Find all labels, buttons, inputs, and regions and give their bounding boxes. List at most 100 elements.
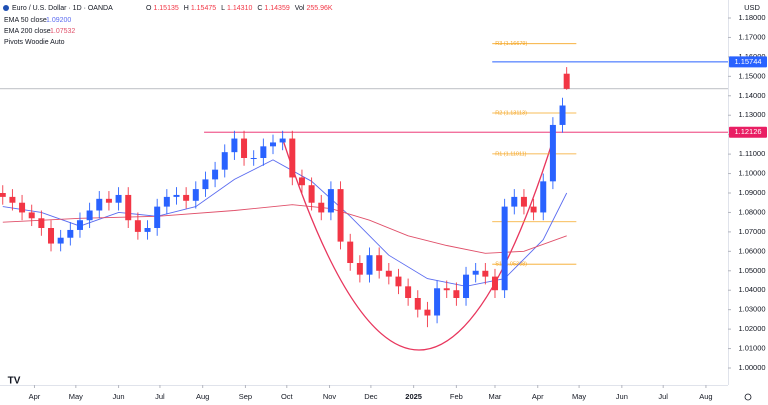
x-tick-label: Jun — [616, 392, 628, 401]
candle-body — [414, 298, 421, 310]
ema50-value: 1.09200 — [46, 17, 71, 24]
pivot-label: R2 (1.13113) — [495, 110, 527, 116]
candle-body — [356, 263, 363, 275]
pivot-label: R3 (1.16679) — [495, 41, 527, 47]
price-tag-label: 1.15744 — [734, 57, 761, 66]
candle-body — [144, 228, 151, 232]
candle-body — [424, 309, 431, 316]
pivot-label: S1 (1.05338) — [495, 262, 527, 268]
candle-body — [192, 189, 199, 201]
candle-body — [279, 138, 286, 143]
candle-body — [289, 138, 296, 178]
candle-body — [115, 194, 122, 203]
price-tag-label: 1.12126 — [734, 127, 761, 136]
candle-body — [212, 169, 219, 180]
candle-body — [308, 185, 315, 203]
y-tick-label: 1.05000 — [738, 266, 765, 275]
candle-body — [376, 255, 383, 271]
flag-icon — [3, 5, 9, 11]
x-tick-label: May — [572, 392, 586, 401]
candle-body — [434, 288, 441, 316]
candle-body — [38, 218, 45, 228]
candle-body — [472, 270, 479, 275]
y-tick-label: 1.03000 — [738, 305, 765, 314]
x-tick-label: Sep — [239, 392, 252, 401]
candle-body — [241, 138, 248, 158]
ema200-label: EMA 200 close — [4, 28, 51, 35]
candle-body — [67, 229, 74, 238]
candle-body — [520, 196, 527, 207]
candle-body — [298, 177, 305, 186]
candle-body — [0, 193, 6, 197]
ohlc-key: L — [221, 5, 225, 12]
y-tick-label: 1.00000 — [738, 363, 765, 372]
x-tick-label: Mar — [489, 392, 502, 401]
candle-body — [347, 241, 354, 263]
candle-body — [19, 202, 26, 213]
y-tick-label: 1.07000 — [738, 227, 765, 236]
candle-body — [231, 138, 238, 153]
pivots-label: Pivots Woodie Auto — [4, 39, 65, 46]
y-tick-label: 1.13000 — [738, 110, 765, 119]
currency: USD — [744, 3, 760, 12]
pivot-label: R1 (1.11011) — [495, 151, 526, 157]
ohlc-value: 1.14359 — [264, 5, 289, 12]
candle-body — [337, 189, 344, 242]
y-tick-label: 1.14000 — [738, 91, 765, 100]
candle-body — [154, 206, 161, 228]
x-tick-label: Feb — [450, 392, 463, 401]
ohlc-value: 1.15475 — [191, 5, 216, 12]
y-tick-label: 1.17000 — [738, 32, 765, 41]
ohlc: O 1.15135 H 1.15475 L 1.14310 C 1.14359 Vol 255.9… — [146, 5, 333, 12]
candle-body — [453, 290, 460, 298]
ema50-label: EMA 50 close — [4, 17, 47, 24]
candle-body — [482, 270, 489, 277]
candle-body — [57, 237, 64, 244]
ohlc-key: Vol — [295, 5, 305, 12]
candle-body — [134, 220, 141, 232]
ohlc-key: O — [146, 5, 152, 12]
y-tick-label: 1.18000 — [738, 13, 765, 22]
candle-body — [183, 194, 190, 201]
y-tick-label: 1.02000 — [738, 324, 765, 333]
x-tick-label: Aug — [196, 392, 209, 401]
x-tick-label: May — [69, 392, 83, 401]
y-tick-label: 1.04000 — [738, 285, 765, 294]
price-tag — [729, 56, 767, 68]
candle-body — [125, 194, 132, 221]
candle-body — [76, 220, 83, 230]
candle-body — [366, 255, 373, 275]
candle-body — [202, 179, 209, 190]
y-tick-label: 1.11000 — [739, 149, 766, 158]
candle-body — [511, 196, 518, 207]
candle-body — [250, 158, 257, 159]
candle-body — [443, 288, 450, 291]
y-tick-label: 1.15000 — [738, 71, 765, 80]
y-tick-label: 1.08000 — [738, 207, 765, 216]
symbol: Euro / U.S. Dollar · 1D · OANDA — [12, 5, 113, 12]
cup-drawing — [282, 139, 554, 351]
candle-body — [563, 73, 570, 89]
logo[interactable]: TV — [8, 376, 21, 387]
candle-body — [221, 152, 228, 170]
legend: Euro / U.S. Dollar · 1D · OANDA O 1.15135… — [3, 5, 333, 46]
x-tick-label: Apr — [29, 392, 41, 401]
candle-body — [491, 276, 498, 291]
candle-body — [385, 270, 392, 277]
candle-body — [530, 206, 537, 213]
candle-body — [86, 210, 93, 221]
candle-body — [395, 276, 402, 287]
ema200-value: 1.07532 — [50, 28, 75, 35]
x-tick-label: Jul — [155, 392, 165, 401]
ema-line — [2, 204, 567, 254]
candle-body — [96, 198, 103, 211]
settings-icon[interactable] — [744, 393, 752, 401]
y-tick-label: 1.01000 — [738, 344, 765, 353]
x-tick-label: Dec — [364, 392, 378, 401]
candle-body — [549, 124, 556, 182]
candle-body — [559, 105, 566, 125]
candle-body — [327, 189, 334, 213]
candle-body — [540, 181, 547, 213]
